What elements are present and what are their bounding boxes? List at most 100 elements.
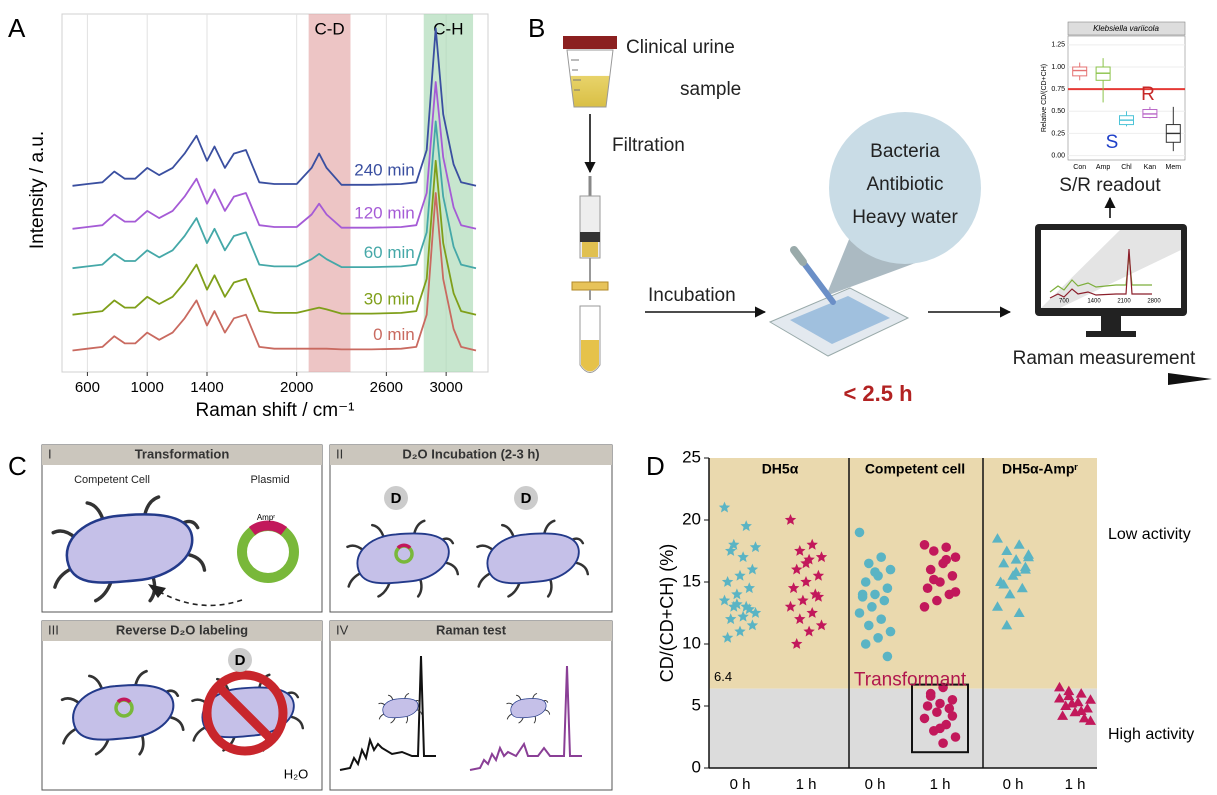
inset-y-title: Relative CD/(CD+CH) [1041,64,1048,132]
monitor-tick: 700 [1059,299,1070,305]
x-tick-label: 0 h [865,776,886,793]
bubble-text: Bacteria [870,141,940,162]
point [929,546,939,556]
y-axis-title: Intensity / a.u. [27,131,48,249]
cell-label: Competent Cell [74,474,150,486]
point [923,701,933,711]
y-tick-label: 0.25 [1051,130,1065,137]
band-label: C-H [433,19,463,38]
x-tick-label: 2000 [280,379,313,396]
measurement-label: Raman measurement [1013,348,1196,369]
sample-label: Clinical urine [626,37,735,58]
point [935,699,945,709]
inset-title: Klebsiella variicola [1093,24,1159,33]
point [935,724,945,734]
sample-label: sample [680,79,741,100]
x-tick-label: Chl [1121,164,1132,171]
step-box [330,445,612,612]
point [855,608,865,618]
point [951,587,961,597]
marker-label: Ampʳ [257,513,275,522]
step-numeral: IV [336,622,349,637]
step-numeral: III [48,622,59,637]
incubation-label: Incubation [648,285,736,306]
point [951,732,961,742]
x-tick-label: 0 h [730,776,751,793]
x-tick-label: Kan [1144,164,1157,171]
x-tick-label: 1000 [131,379,164,396]
inset-caption: S/R readout [1059,175,1161,196]
point [883,652,893,662]
x-tick-label: 1400 [190,379,223,396]
point [880,596,890,606]
monitor-base [1086,331,1136,337]
point [886,565,896,575]
page: Raman figure {"panel_labels":["A","B","C… [0,0,1217,795]
plasmid-label: Plasmid [250,474,289,486]
bubble-text: Antibiotic [866,174,943,195]
series-label: 60 min [364,243,415,262]
filtration-label: Filtration [612,135,685,156]
point [941,555,951,565]
point [870,590,880,600]
point [948,571,958,581]
y-axis-title: CD/(CD+CH) (%) [657,544,677,683]
step-title: Transformation [135,446,230,461]
threshold-label: 6.4 [714,669,732,684]
point [926,691,936,701]
pipette [803,262,833,302]
y-tick-label: 25 [682,447,701,466]
x-tick-label: 600 [75,379,100,396]
point [886,627,896,637]
bubble-text: Heavy water [852,207,958,228]
point [864,621,874,631]
step-numeral: II [336,446,343,461]
syringe-stopper [580,232,600,242]
y-tick-label: 0.50 [1051,108,1065,115]
band-label: C-D [314,19,344,38]
syringe-liquid [582,242,598,257]
cup-lid [563,36,617,49]
y-tick-label: 0 [692,757,701,776]
x-tick-label: 1 h [1065,776,1086,793]
series-label: 0 min [373,325,415,344]
step-title: Raman test [436,622,507,637]
point [864,559,874,569]
point [876,614,886,624]
step-box [330,621,612,790]
x-tick-label: 0 h [1003,776,1024,793]
step-title: D₂O Incubation (2-3 h) [402,446,539,461]
point [867,602,877,612]
x-tick-label: 1 h [930,776,951,793]
monitor-stand [1101,316,1121,332]
figure: A B C D Clinical urine sample Filtration… [0,0,1217,795]
point [932,707,942,717]
point [941,542,951,552]
point [929,575,939,585]
series-label: 120 min [354,203,414,222]
x-tick-label: 3000 [429,379,462,396]
deuterium: D [391,490,402,507]
point [873,633,883,643]
point [920,602,930,612]
region-label: Low activity [1108,526,1191,543]
point [938,738,948,748]
y-tick-label: 20 [682,509,701,528]
low-activity-region [709,458,1097,689]
point [920,714,930,724]
series-label: 30 min [364,289,415,308]
filter [572,282,608,290]
box [1073,67,1087,76]
point [861,639,871,649]
x-tick-label: Mem [1166,164,1182,171]
y-tick-label: 15 [682,571,701,590]
band [309,14,351,372]
monitor-tick: 2100 [1117,299,1131,305]
step-numeral: I [48,446,52,461]
point [861,577,871,587]
series-label: 240 min [354,161,414,180]
panel-label: D [646,451,665,481]
pipette-top [794,250,803,262]
point [948,711,958,721]
x-tick-label: Con [1073,164,1086,171]
